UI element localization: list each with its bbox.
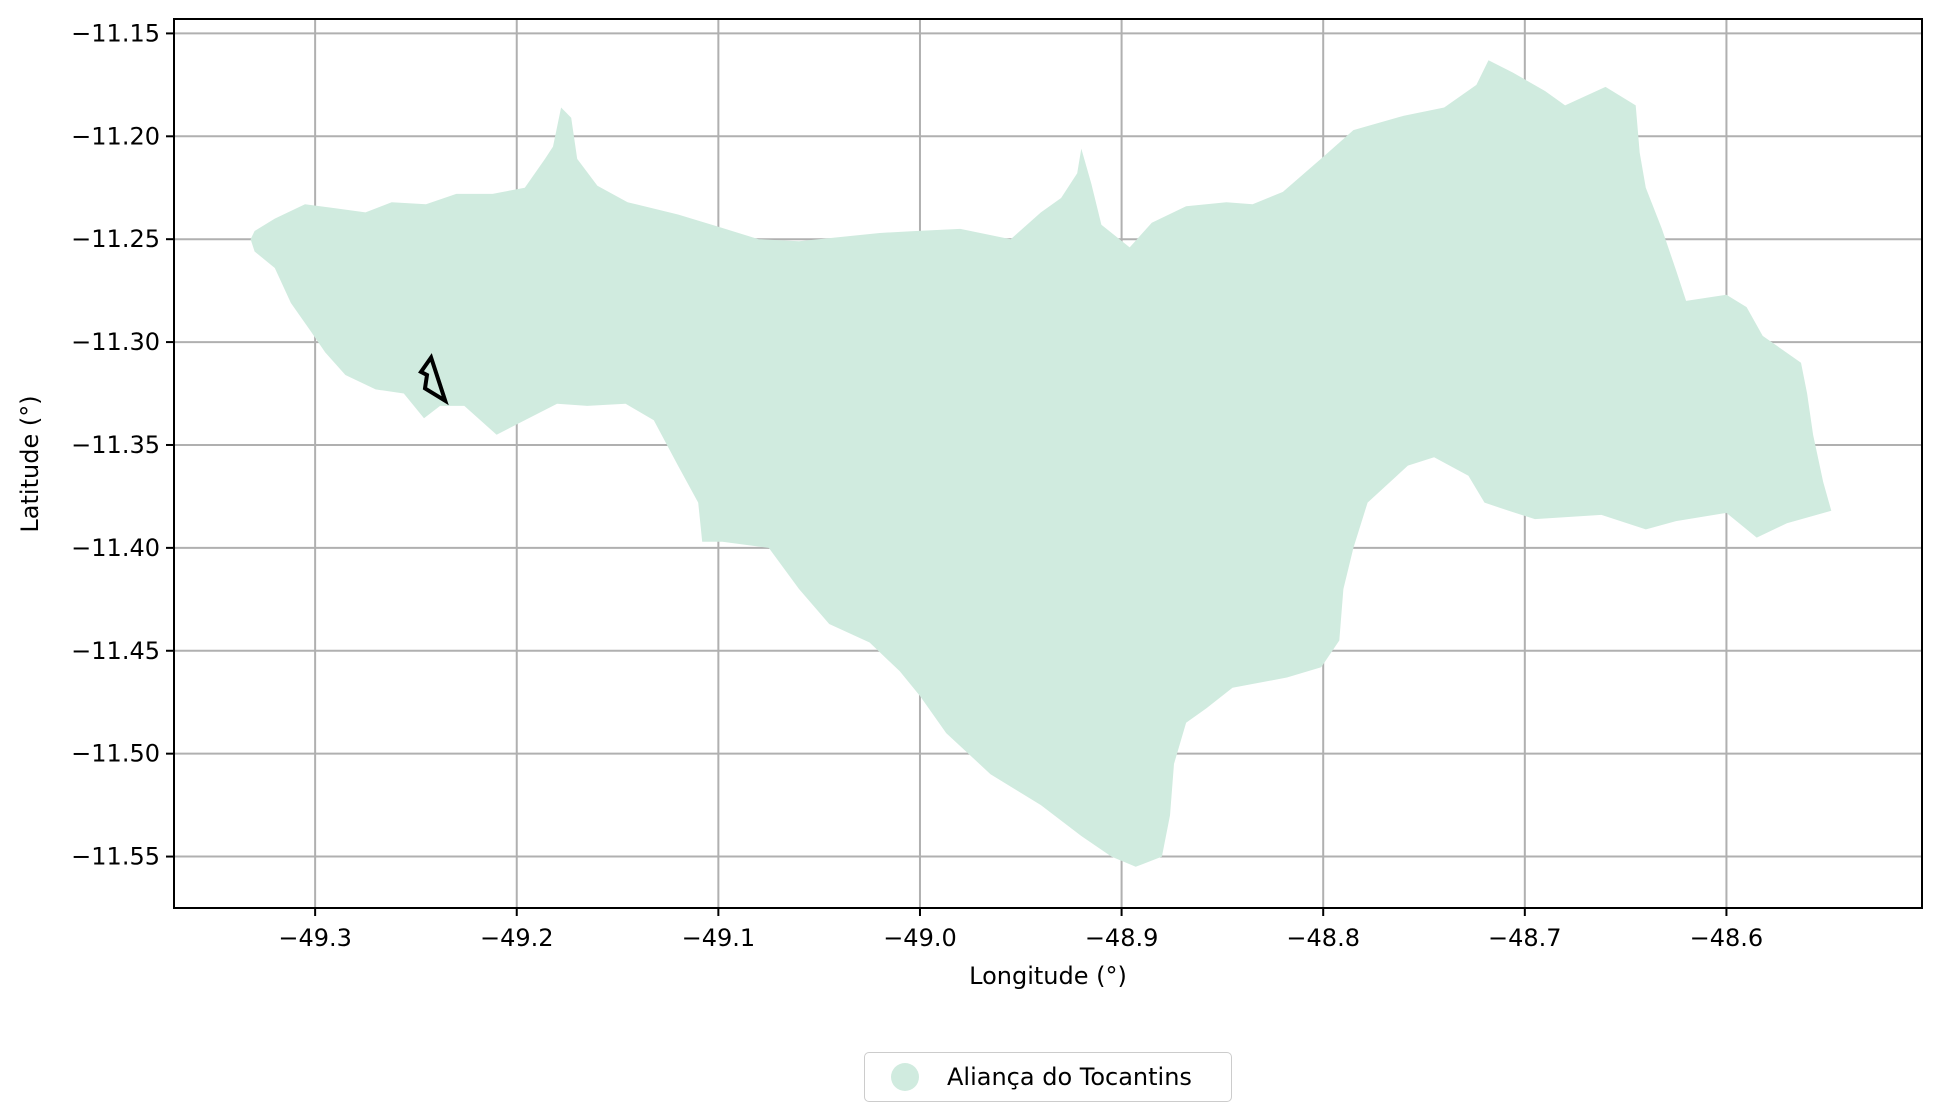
legend-marker [891,1063,919,1091]
x-tick-label-5: −48.8 [1286,924,1360,952]
x-tick-label-1: −49.2 [480,924,554,952]
outlined-feature [418,353,449,406]
x-tick-label-7: −48.6 [1690,924,1764,952]
y-tick-label-4: −11.35 [71,431,160,459]
y-tick-label-7: −11.50 [71,740,160,768]
legend-label: Aliança do Tocantins [947,1063,1192,1091]
municipality-area [250,60,1832,867]
x-tick-label-6: −48.7 [1488,924,1562,952]
y-tick-label-6: −11.45 [71,637,160,665]
x-tick-label-0: −49.3 [278,924,352,952]
y-tick-label-2: −11.25 [71,225,160,253]
y-tick-label-8: −11.55 [71,843,160,871]
y-tick-label-1: −11.20 [71,122,160,150]
legend: Aliança do Tocantins [864,1052,1232,1102]
x-tick-label-4: −48.9 [1085,924,1159,952]
plot-frame [173,18,1923,909]
y-tick-label-3: −11.30 [71,328,160,356]
x-axis-label: Longitude (°) [969,962,1127,990]
y-axis-label: Latitude (°) [16,395,44,532]
x-tick-label-3: −49.0 [883,924,957,952]
x-tick-label-2: −49.1 [682,924,756,952]
y-tick-label-0: −11.15 [71,19,160,47]
x-axis-ticks: −49.3 −49.2 −49.1 −49.0 −48.9 −48.8 −48.7 −48.6 [278,908,1763,952]
y-axis-ticks: −11.15 −11.20 −11.25 −11.30 −11.35 −11.40 −11.… [71,19,174,871]
y-tick-label-5: −11.40 [71,534,160,562]
